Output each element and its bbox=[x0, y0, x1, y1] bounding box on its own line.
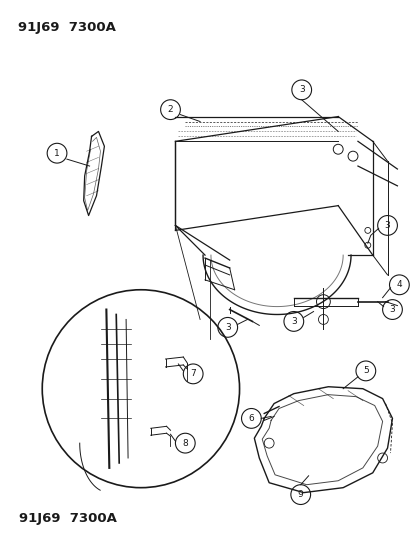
Text: 7: 7 bbox=[190, 369, 196, 378]
Text: 3: 3 bbox=[290, 317, 296, 326]
Text: 2: 2 bbox=[167, 105, 173, 114]
Text: 3: 3 bbox=[384, 221, 389, 230]
Text: 3: 3 bbox=[298, 85, 304, 94]
Text: 9: 9 bbox=[297, 490, 303, 499]
Text: 6: 6 bbox=[248, 414, 254, 423]
Text: 91J69  7300A: 91J69 7300A bbox=[17, 21, 115, 34]
Text: 8: 8 bbox=[182, 439, 188, 448]
Text: 5: 5 bbox=[362, 366, 368, 375]
Text: 1: 1 bbox=[54, 149, 60, 158]
Text: 4: 4 bbox=[396, 280, 401, 289]
Text: 3: 3 bbox=[224, 323, 230, 332]
Text: 3: 3 bbox=[389, 305, 394, 314]
Text: 91J69  7300A: 91J69 7300A bbox=[19, 512, 117, 525]
